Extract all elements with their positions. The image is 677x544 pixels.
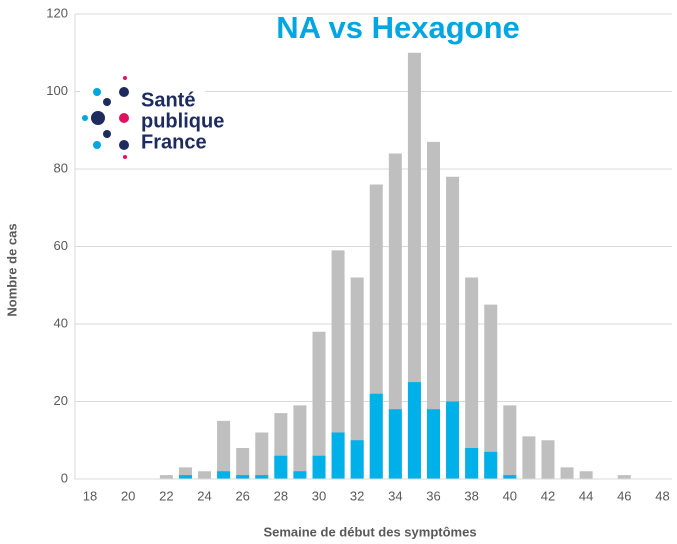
x-tick-label: 22	[159, 488, 173, 503]
logo-dot	[103, 130, 111, 138]
x-tick-label: 28	[274, 488, 288, 503]
x-tick-label: 30	[312, 488, 326, 503]
bar	[407, 52, 421, 479]
bar	[255, 432, 269, 479]
logo-dot	[123, 76, 127, 80]
y-tick-label: 0	[61, 470, 68, 485]
bar	[579, 471, 593, 479]
x-tick-label: 26	[235, 488, 249, 503]
bar	[293, 405, 307, 479]
x-tick-label: 36	[426, 488, 440, 503]
x-tick-label: 48	[655, 488, 669, 503]
logo-text: France	[141, 131, 207, 153]
x-tick-label: 46	[617, 488, 631, 503]
logo-dot	[93, 88, 101, 96]
y-tick-label: 100	[46, 83, 68, 98]
bar	[331, 250, 345, 479]
bar	[255, 475, 269, 479]
y-tick-label: 80	[54, 160, 68, 175]
bar	[159, 475, 173, 479]
bar	[388, 153, 402, 479]
x-tick-label: 18	[83, 488, 97, 503]
bar	[331, 432, 345, 479]
logo-dot	[93, 141, 101, 149]
logo-dot	[119, 140, 129, 150]
y-tick-label: 40	[54, 315, 68, 330]
bar	[388, 409, 402, 479]
x-tick-label: 20	[121, 488, 135, 503]
bar	[198, 471, 212, 479]
y-axis-label: Nombre de cas	[4, 223, 19, 316]
bar	[236, 475, 250, 479]
x-tick-label: 34	[388, 488, 402, 503]
logo-dot	[119, 87, 129, 97]
bar	[407, 382, 421, 479]
bar	[426, 409, 440, 479]
bar	[236, 448, 250, 479]
bar	[350, 277, 364, 479]
bar	[426, 141, 440, 479]
bar	[484, 304, 498, 479]
logo-dot	[82, 115, 88, 121]
x-axis-label: Semaine de début des symptômes	[263, 524, 476, 539]
bar	[274, 455, 288, 479]
bar	[503, 405, 517, 479]
logo-dot	[91, 111, 105, 125]
y-tick-label: 120	[46, 5, 68, 20]
x-tick-label: 44	[579, 488, 593, 503]
bar	[178, 475, 192, 479]
bar	[465, 448, 479, 479]
bar	[293, 471, 307, 479]
bar	[503, 475, 517, 479]
y-tick-label: 20	[54, 393, 68, 408]
bar	[484, 451, 498, 479]
logo-dot	[103, 98, 111, 106]
logo-dot	[119, 113, 129, 123]
bar	[217, 471, 231, 479]
chart-title: NA vs Hexagone	[276, 10, 520, 45]
bar	[312, 331, 326, 479]
bar	[178, 467, 192, 479]
bar	[522, 436, 536, 479]
x-tick-label: 38	[464, 488, 478, 503]
bar	[350, 440, 364, 479]
x-tick-label: 32	[350, 488, 364, 503]
logo-text: Santé	[141, 89, 195, 111]
bar	[465, 277, 479, 479]
bar	[312, 455, 326, 479]
logo-text: publique	[141, 110, 224, 132]
bar	[541, 440, 555, 479]
bar	[446, 401, 460, 479]
bar	[217, 420, 231, 479]
bar	[560, 467, 574, 479]
bar	[369, 393, 383, 479]
x-tick-label: 42	[541, 488, 555, 503]
logo-dot	[123, 155, 127, 159]
bar	[617, 475, 631, 479]
x-tick-label: 40	[503, 488, 517, 503]
y-tick-label: 60	[54, 238, 68, 253]
x-tick-label: 24	[197, 488, 211, 503]
